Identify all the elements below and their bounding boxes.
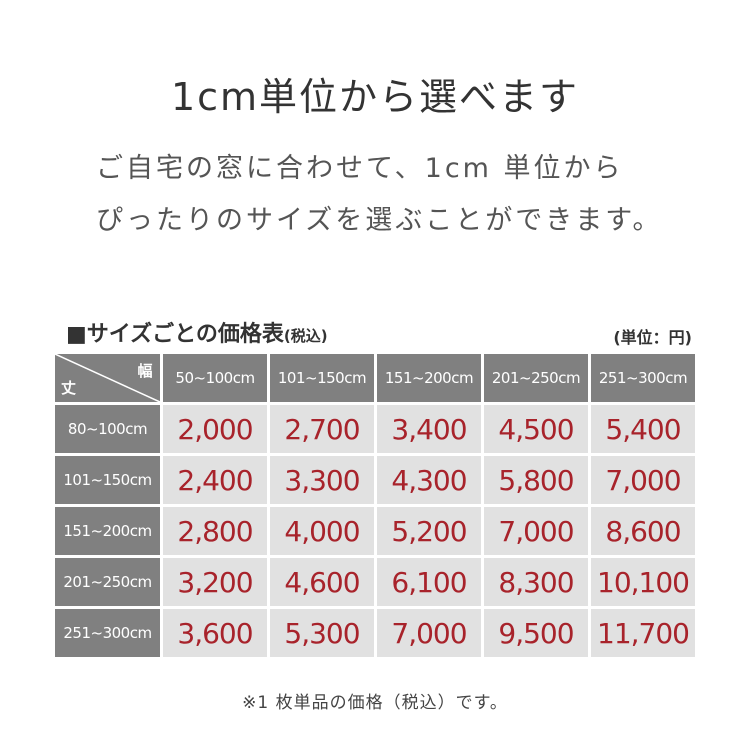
price-cell: 2,700 (270, 405, 374, 453)
subtitle-line-2: ぴったりのサイズを選ぶことができます。 (96, 205, 663, 236)
price-cell: 8,600 (591, 507, 695, 555)
price-cell: 3,200 (163, 558, 267, 606)
row-header: 201~250cm (55, 558, 160, 606)
price-cell: 8,300 (484, 558, 588, 606)
column-header: 251~300cm (591, 354, 695, 402)
table-title-text: ■サイズごとの価格表 (66, 322, 284, 347)
price-cell: 11,700 (591, 609, 695, 657)
table-row: 80~100cm 2,000 2,700 3,400 4,500 5,400 (55, 405, 695, 453)
header-row: 幅 丈 50~100cm 101~150cm 151~200cm 201~250… (55, 354, 695, 402)
price-cell: 9,500 (484, 609, 588, 657)
row-header: 80~100cm (55, 405, 160, 453)
price-table: 幅 丈 50~100cm 101~150cm 151~200cm 201~250… (52, 351, 698, 660)
table-title-suffix: (税込) (283, 327, 328, 345)
subtitle-line-1: ご自宅の窓に合わせて、1cm 単位から (96, 153, 624, 184)
price-cell: 7,000 (377, 609, 481, 657)
unit-label: (単位：円) (613, 328, 692, 347)
price-cell: 5,800 (484, 456, 588, 504)
column-header: 50~100cm (163, 354, 267, 402)
price-cell: 3,600 (163, 609, 267, 657)
diagonal-divider (55, 354, 160, 402)
headline: 1cm単位から選べます (170, 75, 580, 119)
row-header: 101~150cm (55, 456, 160, 504)
column-header: 151~200cm (377, 354, 481, 402)
price-cell: 5,300 (270, 609, 374, 657)
price-cell: 5,400 (591, 405, 695, 453)
column-header: 201~250cm (484, 354, 588, 402)
price-cell: 3,400 (377, 405, 481, 453)
price-cell: 2,800 (163, 507, 267, 555)
table-row: 201~250cm 3,200 4,600 6,100 8,300 10,100 (55, 558, 695, 606)
row-header: 251~300cm (55, 609, 160, 657)
table-row: 101~150cm 2,400 3,300 4,300 5,800 7,000 (55, 456, 695, 504)
price-cell: 2,000 (163, 405, 267, 453)
column-header: 101~150cm (270, 354, 374, 402)
row-header: 151~200cm (55, 507, 160, 555)
table-row: 151~200cm 2,800 4,000 5,200 7,000 8,600 (55, 507, 695, 555)
price-cell: 6,100 (377, 558, 481, 606)
price-cell: 4,300 (377, 456, 481, 504)
width-label: 幅 (137, 362, 152, 380)
price-cell: 7,000 (484, 507, 588, 555)
price-cell: 10,100 (591, 558, 695, 606)
price-cell: 7,000 (591, 456, 695, 504)
price-cell: 4,500 (484, 405, 588, 453)
price-cell: 3,300 (270, 456, 374, 504)
footnote: ※1 枚単品の価格（税込）です。 (242, 693, 508, 713)
corner-cell: 幅 丈 (55, 354, 160, 402)
price-cell: 5,200 (377, 507, 481, 555)
price-cell: 4,000 (270, 507, 374, 555)
price-cell: 4,600 (270, 558, 374, 606)
table-row: 251~300cm 3,600 5,300 7,000 9,500 11,700 (55, 609, 695, 657)
table-title: ■サイズごとの価格表(税込) (66, 316, 328, 348)
height-label: 丈 (61, 379, 76, 397)
price-cell: 2,400 (163, 456, 267, 504)
